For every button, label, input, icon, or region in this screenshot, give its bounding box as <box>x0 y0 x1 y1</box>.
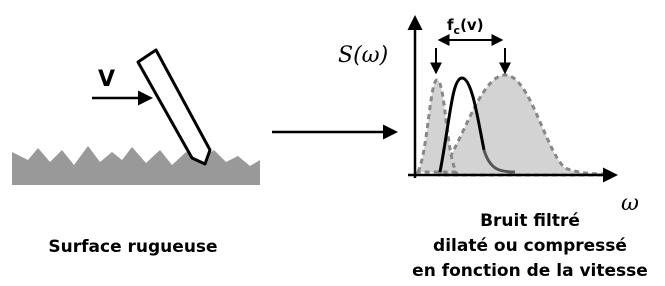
body: V Surface rugueuse fc(v) S(ω) ω Bruit fi… <box>0 0 665 286</box>
x-label: ω <box>621 191 639 216</box>
annotation-argument: (v) <box>460 16 484 34</box>
plot-caption: Bruit filtré <box>480 211 580 231</box>
plot-caption: dilaté ou compressé <box>433 236 627 256</box>
narrow-spectrum <box>418 80 456 172</box>
velocity-label: V <box>98 67 115 92</box>
page: {"left": {"velocity_label": "V", "captio… <box>0 0 665 286</box>
annotation: fc(v) <box>447 16 484 37</box>
stylus <box>138 50 210 164</box>
rough-surface <box>12 146 260 185</box>
wide-spectrum <box>440 75 610 175</box>
diagram: V Surface rugueuse fc(v) S(ω) ω Bruit fi… <box>0 0 665 286</box>
y-label: S(ω) <box>338 43 388 68</box>
plot-caption: en fonction de la vitesse <box>412 261 648 281</box>
left-caption: Surface rugueuse <box>48 237 217 257</box>
